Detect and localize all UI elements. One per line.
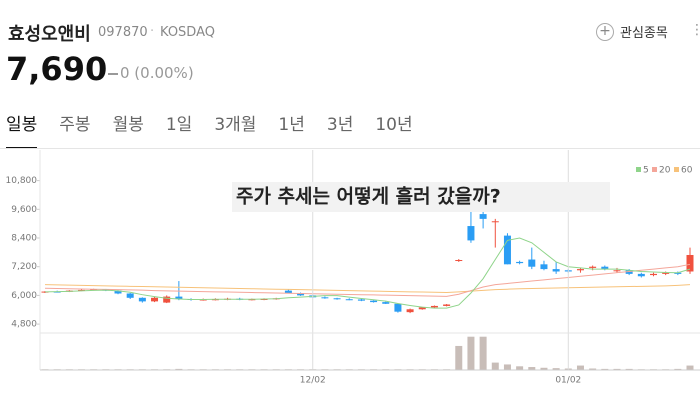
- y-tick-label: 4,800: [11, 320, 37, 330]
- y-tick-label: 7,200: [11, 262, 37, 272]
- x-tick-label: 01/02: [555, 376, 581, 386]
- volume-bar: [516, 366, 524, 370]
- legend-label: 60: [681, 166, 693, 176]
- period-tab[interactable]: 3년: [326, 115, 354, 135]
- annotation: 주가 추세는 어떻게 흘러 갔을까?: [236, 185, 501, 208]
- volume-bar: [552, 368, 560, 370]
- volume-bar: [491, 362, 499, 370]
- legend-label: 20: [659, 166, 671, 176]
- volume-bar: [576, 365, 584, 370]
- volume-bar: [540, 367, 548, 370]
- favorite-button[interactable]: + 관심종목: [596, 22, 668, 41]
- y-tick-label: 6,000: [11, 291, 37, 301]
- market: KOSDAQ: [160, 25, 215, 40]
- stock-code: 097870: [98, 25, 148, 40]
- ma-line: [44, 237, 691, 309]
- y-tick-label: 8,400: [11, 234, 37, 244]
- volume-bar: [528, 367, 536, 370]
- legend-swatch: [636, 167, 641, 172]
- flat-icon: [108, 73, 118, 75]
- legend-swatch: [652, 167, 657, 172]
- annotation-bg: [232, 182, 610, 212]
- volume-bar: [674, 368, 682, 370]
- divider: [0, 148, 700, 149]
- price: 7,690: [6, 50, 108, 88]
- x-tick-label: 12/02: [300, 376, 326, 386]
- volume-bar: [467, 336, 475, 370]
- period-tab[interactable]: 3개월: [214, 115, 257, 135]
- volume-bar: [175, 368, 183, 370]
- volume-bar: [613, 368, 621, 370]
- plus-icon: +: [596, 22, 614, 41]
- volume-bar: [625, 368, 633, 370]
- change: 0 (0.00%): [120, 64, 194, 82]
- volume-bar: [589, 368, 597, 370]
- legend-label: 5: [643, 166, 649, 176]
- period-tab[interactable]: 월봉: [112, 115, 144, 135]
- volume-bar: [479, 336, 487, 370]
- period-tabs: 일봉 주봉 월봉 1일 3개월 1년 3년 10년: [6, 110, 435, 149]
- separator: ·: [150, 24, 155, 39]
- period-tab[interactable]: 주봉: [59, 115, 91, 135]
- volume-bar: [503, 364, 511, 370]
- volume-bar: [686, 365, 694, 370]
- y-tick-label: 10,800: [6, 176, 38, 186]
- legend-swatch: [674, 167, 679, 172]
- ma-line: [44, 284, 691, 294]
- y-tick-label: 9,600: [11, 205, 37, 215]
- volume-bar: [601, 368, 609, 370]
- favorite-label: 관심종목: [620, 26, 668, 41]
- period-tab[interactable]: 10년: [375, 115, 413, 135]
- more-button[interactable]: ⋮: [690, 22, 700, 38]
- ma-line: [44, 263, 691, 297]
- stock-name: 효성오앤비: [8, 24, 91, 45]
- period-tab[interactable]: 1년: [278, 115, 305, 135]
- volume-bar: [455, 345, 463, 370]
- period-tab[interactable]: 1일: [165, 115, 193, 135]
